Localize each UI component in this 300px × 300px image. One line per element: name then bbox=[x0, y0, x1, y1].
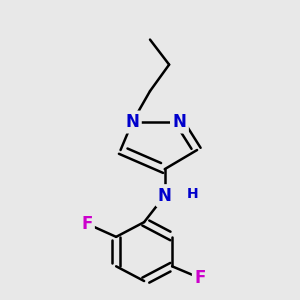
Text: N: N bbox=[158, 187, 172, 205]
Text: H: H bbox=[187, 187, 198, 201]
Text: F: F bbox=[194, 269, 206, 287]
Text: N: N bbox=[172, 113, 186, 131]
Text: F: F bbox=[81, 214, 92, 232]
Text: N: N bbox=[125, 113, 139, 131]
